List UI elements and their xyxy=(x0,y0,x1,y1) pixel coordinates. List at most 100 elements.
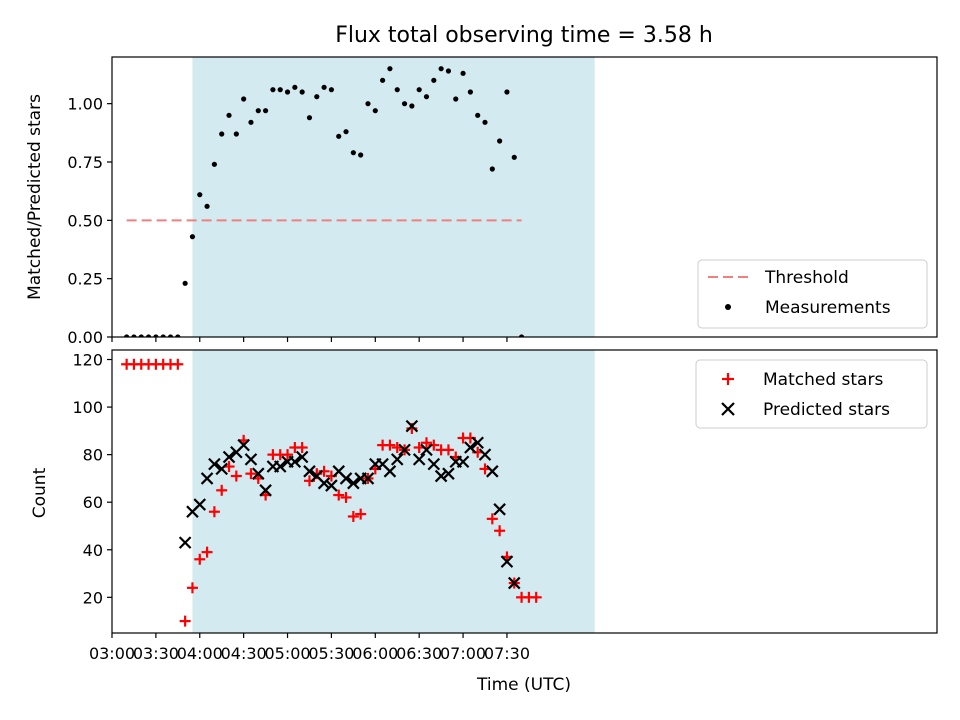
observing-band xyxy=(192,57,595,337)
measurement-point xyxy=(124,334,130,337)
matched-point xyxy=(172,358,184,370)
matched-point xyxy=(420,437,432,449)
predicted-point xyxy=(193,498,207,511)
x-tick-label: 06:30 xyxy=(396,644,442,663)
predicted-point xyxy=(222,450,236,464)
measurement-point xyxy=(321,84,327,90)
measurement-point xyxy=(401,101,408,107)
measurement-point xyxy=(409,103,415,109)
predicted-point xyxy=(412,453,426,466)
predicted-point xyxy=(295,450,309,464)
top-legend-box xyxy=(697,259,928,329)
matched-point xyxy=(347,510,359,522)
measurement-point xyxy=(255,108,261,114)
predicted-point xyxy=(464,441,477,454)
top-y-tick-label: 0.25 xyxy=(67,270,103,289)
measurement-point xyxy=(518,334,525,337)
measurement-point xyxy=(438,66,444,72)
bottom-legend: Matched stars Predicted stars xyxy=(695,359,928,429)
top-y-tick-label: 1.00 xyxy=(67,95,103,114)
matched-point xyxy=(384,439,396,451)
measurement-point xyxy=(248,119,254,125)
predicted-point xyxy=(427,457,441,471)
measurement-point xyxy=(306,115,313,121)
predicted-point xyxy=(434,469,448,483)
top-y-axis-label: Matched/Predicted stars xyxy=(25,94,45,300)
x-tick-label: 07:30 xyxy=(484,644,530,663)
matched-point xyxy=(186,582,198,594)
measurement-point xyxy=(453,96,459,102)
bottom-y-tick-label: 60 xyxy=(83,493,103,512)
measurement-point xyxy=(233,131,239,137)
matched-point xyxy=(179,615,191,627)
measurement-point xyxy=(504,89,510,95)
bottom-y-tick-label: 20 xyxy=(83,588,103,607)
measurement-point xyxy=(416,87,422,93)
measurement-point xyxy=(167,334,174,337)
predicted-point xyxy=(339,472,353,485)
measurement-point xyxy=(131,334,137,337)
measurement-point xyxy=(182,280,188,286)
bottom-plot-frame xyxy=(111,349,938,634)
predicted-point xyxy=(178,536,192,549)
x-tick-label: 04:00 xyxy=(177,644,223,663)
predicted-point xyxy=(486,465,499,478)
measurement-point xyxy=(497,138,503,144)
legend-matched-swatch xyxy=(722,373,734,385)
measurement-point xyxy=(467,89,473,95)
measurement-point xyxy=(189,234,196,240)
predicted-point xyxy=(361,472,375,485)
predicted-point xyxy=(500,555,514,568)
legend-threshold-label: Threshold xyxy=(764,268,849,288)
measurement-point xyxy=(372,108,378,114)
measurement-point xyxy=(241,96,247,102)
measurement-point xyxy=(328,87,335,93)
measurement-point xyxy=(270,87,276,93)
measurement-point xyxy=(284,89,291,95)
predicted-point xyxy=(390,453,404,466)
top-x-ticks xyxy=(111,337,508,342)
measurement-point xyxy=(380,77,386,83)
measurement-point xyxy=(445,68,452,74)
measurement-point xyxy=(314,94,320,100)
measurement-point xyxy=(299,89,305,95)
measurement-point xyxy=(336,133,342,139)
measurement-point xyxy=(475,112,481,118)
measurement-point xyxy=(394,87,400,93)
matched-point xyxy=(208,506,220,518)
measurement-point xyxy=(262,108,269,114)
predicted-point xyxy=(478,448,492,461)
bottom-y-tick-label: 80 xyxy=(83,446,103,465)
measurement-point xyxy=(138,334,144,337)
measurement-point xyxy=(277,87,283,93)
legend-predicted-swatch xyxy=(721,402,735,416)
measurement-point xyxy=(460,70,466,76)
bottom-y-ticks: 20 40 60 80 100 120 xyxy=(72,351,112,607)
measurement-point xyxy=(204,203,210,209)
measurement-point xyxy=(511,154,517,160)
measurement-point xyxy=(358,152,364,158)
top-y-ticks: 0.00 0.25 0.50 0.75 1.00 xyxy=(67,95,112,347)
measurement-point xyxy=(226,112,232,118)
bottom-y-axis-label: Count xyxy=(30,467,50,518)
predicted-point xyxy=(405,419,419,433)
matched-point xyxy=(494,525,506,537)
predicted-point xyxy=(442,467,455,480)
predicted-point xyxy=(471,436,484,450)
predicted-point xyxy=(215,462,228,476)
bottom-y-tick-label: 40 xyxy=(83,541,103,560)
measurement-points xyxy=(124,66,525,337)
count-points xyxy=(121,358,542,627)
measurement-point xyxy=(350,150,356,156)
observing-band xyxy=(192,350,595,633)
measurement-point xyxy=(343,129,349,135)
measurement-point xyxy=(431,77,437,83)
predicted-point xyxy=(237,438,250,452)
bottom-panel: 20 40 60 80 100 120 03:0003:3004:0004:3005:00… xyxy=(30,349,938,695)
x-tick-label: 05:00 xyxy=(264,644,310,663)
bottom-x-ticks: 03:0003:3004:0004:3005:0005:3006:0006:30… xyxy=(89,633,530,663)
measurement-point xyxy=(197,192,203,198)
measurement-point xyxy=(292,84,298,90)
predicted-point xyxy=(273,460,287,473)
